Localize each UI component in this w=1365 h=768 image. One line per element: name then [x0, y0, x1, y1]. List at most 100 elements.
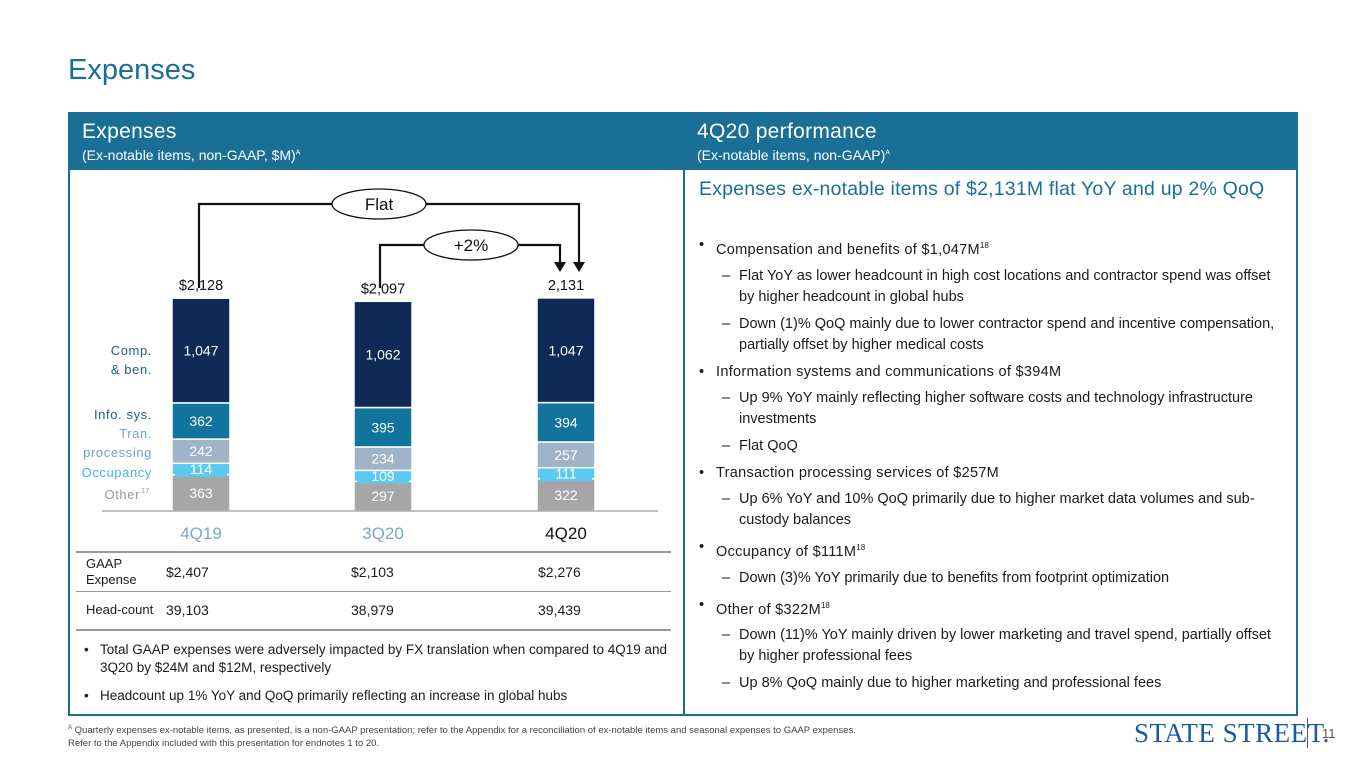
- table-cell: $2,103: [351, 551, 538, 592]
- performance-sub-item: Flat YoY as lower headcount in high cost…: [699, 266, 1289, 308]
- expenses-chart-title: Expenses: [82, 120, 177, 143]
- expenses-chart-subtitle: (Ex-notable items, non-GAAP, $M)A: [82, 147, 683, 163]
- bar-segment: [536, 297, 596, 404]
- performance-subtitle-text: (Ex-notable items, non-GAAP): [697, 147, 886, 163]
- performance-subtitle-sup: A: [885, 149, 890, 157]
- performance-headline: Expenses ex-notable items of $2,131M fla…: [699, 178, 1265, 200]
- bar-segment: [353, 480, 413, 512]
- table-cell: 39,439: [538, 590, 671, 631]
- bar-segment: [171, 297, 231, 404]
- table-row-label: GAAP Expense: [76, 551, 166, 592]
- state-street-logo: STATE STREET.: [1134, 718, 1330, 749]
- performance-title: 4Q20 performance: [697, 120, 877, 143]
- bar-value-label: 111: [555, 465, 576, 481]
- bar-value-label: 1,047: [183, 343, 218, 359]
- chart-notes: Total GAAP expenses were adversely impac…: [84, 641, 674, 715]
- bar-total-label: 2,131: [548, 278, 584, 294]
- table-cell: $2,407: [166, 551, 351, 592]
- performance-bullets: Compensation and benefits of $1,047M18Fl…: [699, 235, 1289, 700]
- performance-bullet: Transaction processing services of $257M…: [699, 463, 1289, 531]
- bar-value-label: 114: [190, 461, 213, 477]
- bar-value-label: 322: [554, 487, 578, 503]
- table-cell: 39,103: [166, 590, 351, 631]
- category-tick-label: 3Q20: [362, 524, 404, 543]
- bar-value-label: 394: [554, 414, 578, 430]
- table-row-label: Head-count: [76, 590, 166, 631]
- bar-segment: [353, 406, 413, 448]
- gaap-headcount-table: GAAP Expense $2,407 $2,103 $2,276 Head-c…: [76, 551, 671, 631]
- performance-sub-list: Up 6% YoY and 10% QoQ primarily due to h…: [716, 489, 1289, 531]
- performance-bullet-text: Other of $322M: [716, 601, 821, 618]
- performance-sub-list: Down (3)% YoY primarily due to benefits …: [716, 568, 1289, 589]
- performance-sub-item: Down (3)% YoY primarily due to benefits …: [699, 568, 1289, 589]
- legend-label: Info. sys.: [94, 407, 152, 422]
- table-cell: 38,979: [351, 590, 538, 631]
- performance-bullet: Information systems and communications o…: [699, 362, 1289, 457]
- page-number: 11: [1322, 726, 1336, 741]
- performance-sub-item: Up 6% YoY and 10% QoQ primarily due to h…: [699, 489, 1289, 531]
- bar-value-label: 242: [189, 443, 213, 459]
- bar-value-label: 363: [189, 485, 213, 501]
- category-tick-label: 4Q20: [545, 524, 587, 543]
- category-tick-label: 4Q19: [180, 524, 222, 543]
- performance-subtitle: (Ex-notable items, non-GAAP)A: [697, 147, 1296, 163]
- bar-value-label: 257: [554, 447, 578, 463]
- table-row-headcount: Head-count 39,103 38,979 39,439: [76, 590, 671, 631]
- bar-segment: [536, 478, 596, 512]
- performance-sub-item: Down (1)% QoQ mainly due to lower contra…: [699, 314, 1289, 356]
- legend-label-sup: 17: [141, 486, 149, 495]
- expenses-chart-subtitle-sup: A: [295, 149, 301, 157]
- footnote-line-1: A Quarterly expenses ex-notable items, a…: [68, 722, 856, 737]
- footnote: A Quarterly expenses ex-notable items, a…: [68, 722, 856, 750]
- bar-value-label: 1,047: [548, 342, 583, 358]
- legend-label: processing: [83, 445, 152, 460]
- bar-segment: [536, 441, 596, 469]
- occupancy-label-bg: [175, 461, 227, 477]
- logo-mark: .: [1322, 718, 1330, 748]
- expenses-chart-panel: Expenses (Ex-notable items, non-GAAP, $M…: [68, 112, 683, 716]
- bar-total-label: $2,128: [179, 278, 223, 294]
- bar-value-label: 395: [371, 419, 395, 435]
- performance-bullet-text: Occupancy of $111M: [716, 543, 857, 560]
- legend-label: Comp.: [111, 343, 152, 358]
- occupancy-label-bg: [540, 465, 592, 482]
- legend-label: Occupancy: [82, 465, 152, 480]
- footnote-line-2: Refer to the Appendix included with this…: [68, 738, 380, 750]
- bar-value-label: 362: [189, 413, 213, 429]
- performance-bullet-sup: 18: [979, 241, 989, 250]
- performance-bullet-text: Information systems and communications o…: [716, 363, 1062, 380]
- bar-value-label: 109: [371, 468, 395, 484]
- performance-bullet-text: Compensation and benefits of $1,047M: [716, 241, 980, 258]
- occupancy-label-bg: [357, 467, 409, 484]
- legend-label: Other: [104, 487, 140, 502]
- flat-annotation-label: Flat: [365, 195, 394, 214]
- expenses-chart-subtitle-text: (Ex-notable items, non-GAAP, $M): [82, 147, 296, 163]
- flat-annotation-bubble: [331, 188, 427, 220]
- bar-segment: [353, 300, 413, 409]
- performance-sub-list: Flat YoY as lower headcount in high cost…: [716, 266, 1289, 356]
- plus2-annotation-bubble: [423, 229, 519, 261]
- bar-segment: [171, 402, 231, 440]
- bar-value-label: 234: [371, 451, 395, 467]
- performance-header: 4Q20 performance (Ex-notable items, non-…: [685, 114, 1296, 170]
- performance-bullet: Occupancy of $111M18 Down (3)% YoY primar…: [699, 537, 1289, 589]
- bar-value-label: 297: [371, 488, 395, 504]
- chart-annotation-arrows: Flat +2%: [197, 188, 585, 288]
- bar-total-label: $2,097: [361, 281, 405, 297]
- page-title: Expenses: [68, 54, 196, 86]
- performance-sub-item: Up 8% QoQ mainly due to higher marketing…: [699, 673, 1289, 694]
- bar-value-label: 1,062: [365, 346, 400, 362]
- performance-bullet-sup: 18: [856, 542, 866, 552]
- logo-text: STATE STREET: [1134, 718, 1323, 748]
- table-row-gaap-expense: GAAP Expense $2,407 $2,103 $2,276: [76, 551, 671, 592]
- performance-sub-list: Up 9% YoY mainly reflecting higher softw…: [716, 388, 1289, 457]
- performance-sub-item: Flat QoQ: [699, 436, 1289, 457]
- performance-sub-item: Down (11)% YoY mainly driven by lower ma…: [699, 625, 1289, 667]
- performance-bullet: Compensation and benefits of $1,047M18 Fl…: [699, 235, 1289, 356]
- performance-bullet: Other of $322M18 Down (11)% YoY mainly dr…: [699, 595, 1289, 695]
- flat-arrow-head: [573, 262, 585, 272]
- note-item: Total GAAP expenses were adversely impac…: [84, 641, 674, 677]
- legend-label: Tran.: [119, 426, 152, 441]
